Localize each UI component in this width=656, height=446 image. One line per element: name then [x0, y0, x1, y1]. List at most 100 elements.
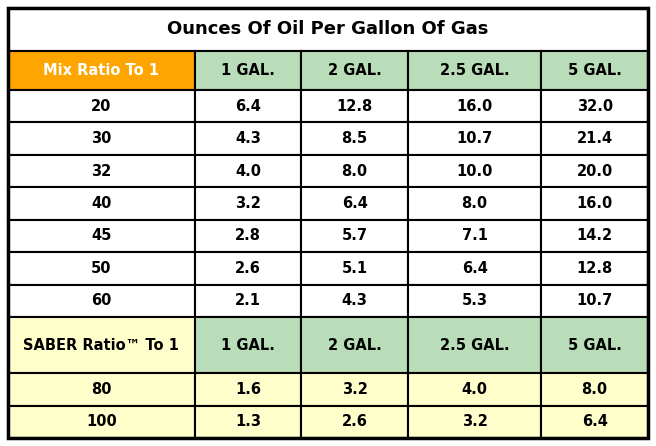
Text: 1.6: 1.6: [235, 382, 261, 397]
Bar: [541, 220, 648, 252]
Text: 14.2: 14.2: [577, 228, 613, 244]
Bar: [195, 317, 301, 373]
Bar: [541, 285, 648, 317]
Bar: [408, 187, 541, 220]
Bar: [301, 155, 408, 187]
Text: 5.7: 5.7: [342, 228, 367, 244]
Text: 8.0: 8.0: [582, 382, 607, 397]
Bar: [301, 90, 408, 122]
Text: 2.5 GAL.: 2.5 GAL.: [440, 63, 510, 78]
Bar: [8, 373, 195, 405]
Text: 20: 20: [91, 99, 112, 114]
Text: 3.2: 3.2: [235, 196, 261, 211]
Bar: [8, 155, 195, 187]
Text: 6.4: 6.4: [342, 196, 367, 211]
Text: 1 GAL.: 1 GAL.: [221, 63, 275, 78]
Bar: [8, 252, 195, 285]
Bar: [541, 405, 648, 438]
Bar: [408, 252, 541, 285]
Bar: [408, 122, 541, 155]
Text: 50: 50: [91, 261, 112, 276]
Bar: [195, 90, 301, 122]
Text: 32: 32: [91, 164, 112, 178]
Bar: [301, 187, 408, 220]
Text: 6.4: 6.4: [235, 99, 261, 114]
Text: 5.3: 5.3: [462, 293, 487, 308]
Bar: [195, 252, 301, 285]
Bar: [408, 317, 541, 373]
Text: 1 GAL.: 1 GAL.: [221, 338, 275, 353]
Text: 8.0: 8.0: [342, 164, 368, 178]
Text: 30: 30: [91, 131, 112, 146]
Bar: [541, 317, 648, 373]
Text: 12.8: 12.8: [337, 99, 373, 114]
Bar: [8, 285, 195, 317]
Text: 5 GAL.: 5 GAL.: [567, 63, 622, 78]
Bar: [408, 155, 541, 187]
Bar: [541, 90, 648, 122]
Text: Ounces Of Oil Per Gallon Of Gas: Ounces Of Oil Per Gallon Of Gas: [167, 20, 489, 38]
Text: 60: 60: [91, 293, 112, 308]
Text: 16.0: 16.0: [457, 99, 493, 114]
Bar: [541, 187, 648, 220]
Text: 1.3: 1.3: [235, 414, 261, 429]
Bar: [8, 50, 195, 90]
Bar: [541, 122, 648, 155]
Bar: [301, 252, 408, 285]
Bar: [195, 50, 301, 90]
Bar: [301, 317, 408, 373]
Bar: [408, 285, 541, 317]
Bar: [541, 252, 648, 285]
Text: 21.4: 21.4: [577, 131, 613, 146]
Bar: [8, 90, 195, 122]
Bar: [301, 285, 408, 317]
Text: 8.5: 8.5: [342, 131, 368, 146]
Bar: [301, 50, 408, 90]
Text: 5 GAL.: 5 GAL.: [567, 338, 622, 353]
Bar: [541, 373, 648, 405]
Bar: [195, 285, 301, 317]
Bar: [301, 122, 408, 155]
Bar: [8, 317, 195, 373]
Text: 2 GAL.: 2 GAL.: [328, 338, 382, 353]
Text: 100: 100: [86, 414, 117, 429]
Bar: [541, 155, 648, 187]
Text: 10.0: 10.0: [457, 164, 493, 178]
Text: 4.0: 4.0: [462, 382, 487, 397]
Bar: [408, 405, 541, 438]
Bar: [301, 373, 408, 405]
Text: 3.2: 3.2: [342, 382, 367, 397]
Text: 2.6: 2.6: [342, 414, 367, 429]
Text: SABER Ratio™ To 1: SABER Ratio™ To 1: [24, 338, 179, 353]
Text: 40: 40: [91, 196, 112, 211]
Text: 8.0: 8.0: [462, 196, 487, 211]
Text: 6.4: 6.4: [462, 261, 487, 276]
Text: Mix Ratio To 1: Mix Ratio To 1: [43, 63, 159, 78]
Text: 7.1: 7.1: [462, 228, 487, 244]
Text: 4.0: 4.0: [235, 164, 261, 178]
Text: 12.8: 12.8: [577, 261, 613, 276]
Text: 5.1: 5.1: [342, 261, 368, 276]
Bar: [195, 122, 301, 155]
Bar: [8, 8, 648, 50]
Text: 4.3: 4.3: [235, 131, 261, 146]
Text: 2.8: 2.8: [235, 228, 261, 244]
Text: 10.7: 10.7: [577, 293, 613, 308]
Bar: [408, 50, 541, 90]
Bar: [8, 187, 195, 220]
Text: 20.0: 20.0: [577, 164, 613, 178]
Bar: [301, 405, 408, 438]
Text: 10.7: 10.7: [457, 131, 493, 146]
Bar: [408, 90, 541, 122]
Text: 3.2: 3.2: [462, 414, 487, 429]
Text: 45: 45: [91, 228, 112, 244]
Bar: [541, 50, 648, 90]
Text: 4.3: 4.3: [342, 293, 367, 308]
Bar: [195, 373, 301, 405]
Bar: [195, 187, 301, 220]
Text: 2.1: 2.1: [235, 293, 261, 308]
Text: 32.0: 32.0: [577, 99, 613, 114]
Bar: [301, 220, 408, 252]
Bar: [8, 220, 195, 252]
Bar: [408, 220, 541, 252]
